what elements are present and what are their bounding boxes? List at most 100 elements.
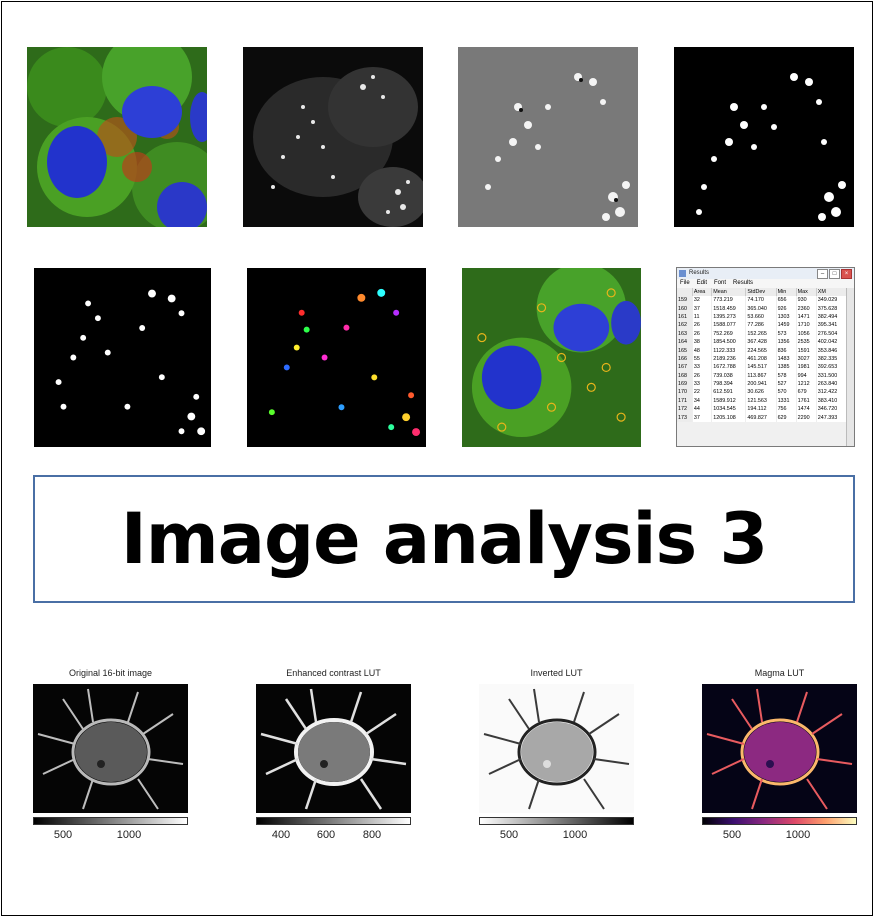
results-column-header[interactable]: Mean xyxy=(711,288,747,296)
results-scrollbar[interactable] xyxy=(846,288,854,446)
lut-panel-inverted: Inverted LUT 500 1000 xyxy=(479,668,634,848)
table-row[interactable]: 159 32 773.219 74.170 656 930 349.029 xyxy=(677,296,848,305)
table-cell: 2189.236 xyxy=(711,354,747,364)
table-row[interactable]: 165 48 1122.333 224.565 836 1591 353.846 xyxy=(677,346,848,355)
table-row[interactable]: 173 37 1205.108 469.827 629 2290 247.393 xyxy=(677,413,848,422)
table-cell: 679 xyxy=(796,388,817,397)
table-cell: 469.827 xyxy=(745,413,777,422)
table-cell: 152.265 xyxy=(745,329,777,338)
table-cell: 1212 xyxy=(796,379,817,389)
maximize-button[interactable]: □ xyxy=(829,269,840,279)
grayscale-mitochondria-image xyxy=(243,47,423,227)
close-button[interactable]: × xyxy=(841,269,852,279)
table-cell: 383.410 xyxy=(816,396,848,406)
table-row[interactable]: 160 37 1518.459 365.040 926 2360 375.628 xyxy=(677,304,848,313)
table-cell: 30.626 xyxy=(745,388,777,397)
table-row[interactable]: 161 11 1395.273 53.660 1303 1471 382.494 xyxy=(677,312,848,322)
table-cell: 392.653 xyxy=(816,363,848,372)
table-cell: 166 xyxy=(677,354,693,364)
labeled-particles-image xyxy=(247,268,426,447)
table-row[interactable]: 172 44 1034.545 194.112 756 1474 346.720 xyxy=(677,405,848,414)
filtered-spots-image xyxy=(458,47,638,227)
table-cell: 26 xyxy=(692,329,713,338)
table-cell: 346.720 xyxy=(816,405,848,414)
table-cell: 2290 xyxy=(796,413,817,422)
table-cell: 2360 xyxy=(796,304,817,313)
results-column-header[interactable]: XM xyxy=(816,288,848,296)
table-row[interactable]: 164 38 1854.500 367.428 1356 2535 402.042 xyxy=(677,337,848,347)
results-column-header[interactable]: Max xyxy=(796,288,817,296)
colorbar-tick: 500 xyxy=(722,829,742,841)
table-cell: 113.867 xyxy=(745,371,777,380)
table-cell: 331.500 xyxy=(816,371,848,380)
title-banner: Image analysis 3 xyxy=(33,475,855,603)
table-row[interactable]: 167 33 1672.788 145.517 1385 1981 392.653 xyxy=(677,363,848,372)
table-cell: 33 xyxy=(692,363,713,372)
table-cell: 836 xyxy=(776,346,797,355)
menu-edit[interactable]: Edit xyxy=(696,280,708,286)
fluorescence-cells-image xyxy=(27,47,207,227)
cell-image-inverted xyxy=(479,684,634,813)
colorbar xyxy=(33,817,188,825)
results-column-header[interactable]: Min xyxy=(776,288,797,296)
results-column-header[interactable] xyxy=(677,288,693,296)
table-cell: 739.038 xyxy=(711,371,747,380)
table-row[interactable]: 169 33 798.394 200.941 527 1212 263.840 xyxy=(677,379,848,389)
table-cell: 247.393 xyxy=(816,413,848,422)
cell-image-original xyxy=(33,684,188,813)
table-row[interactable]: 162 26 1588.077 77.286 1459 1710 395.341 xyxy=(677,321,848,330)
colorbar-tick: 400 xyxy=(271,829,291,841)
results-column-header[interactable]: Area xyxy=(692,288,713,296)
colorbar xyxy=(479,817,634,825)
table-cell: 159 xyxy=(677,296,693,305)
minimize-button[interactable]: – xyxy=(817,269,828,279)
table-cell: 1483 xyxy=(776,354,797,364)
table-cell: 33 xyxy=(692,379,713,389)
cell-image-enhanced xyxy=(256,684,411,813)
colorbar xyxy=(702,817,857,825)
table-cell: 1331 xyxy=(776,396,797,406)
table-cell: 1589.912 xyxy=(711,396,747,406)
menu-results[interactable]: Results xyxy=(733,280,754,286)
table-cell: 1459 xyxy=(776,321,797,330)
table-row[interactable]: 168 26 739.038 113.867 578 994 331.500 xyxy=(677,371,848,380)
table-cell: 165 xyxy=(677,346,693,355)
table-cell: 1205.108 xyxy=(711,413,747,422)
table-cell: 1591 xyxy=(796,346,817,355)
table-cell: 375.628 xyxy=(816,304,848,313)
table-row[interactable]: 171 34 1589.912 121.563 1331 1761 383.410 xyxy=(677,396,848,406)
table-cell: 121.563 xyxy=(745,396,777,406)
panel-label: Original 16-bit image xyxy=(68,668,153,678)
results-title-bar[interactable]: Results – □ × xyxy=(677,268,854,279)
table-cell: 353.846 xyxy=(816,346,848,355)
table-cell: 77.286 xyxy=(745,321,777,330)
lut-panel-magma: Magma LUT 500 1000 xyxy=(702,668,857,848)
table-cell: 11 xyxy=(692,312,713,322)
table-cell: 1981 xyxy=(796,363,817,372)
table-cell: 1710 xyxy=(796,321,817,330)
table-row[interactable]: 166 55 2189.236 461.208 1483 3027 382.335 xyxy=(677,354,848,364)
table-cell: 1303 xyxy=(776,312,797,322)
table-cell: 53.660 xyxy=(745,312,777,322)
results-column-header[interactable]: StdDev xyxy=(745,288,777,296)
table-cell: 1518.459 xyxy=(711,304,747,313)
table-cell: 1356 xyxy=(776,337,797,347)
table-cell: 1034.545 xyxy=(711,405,747,414)
table-cell: 74.170 xyxy=(745,296,777,305)
results-window: Results – □ × File Edit Font Results Are… xyxy=(676,267,855,447)
colorbar-tick: 600 xyxy=(316,829,336,841)
table-cell: 756 xyxy=(776,405,797,414)
table-cell: 161 xyxy=(677,312,693,322)
table-cell: 26 xyxy=(692,321,713,330)
table-cell: 1122.333 xyxy=(711,346,747,355)
menu-file[interactable]: File xyxy=(680,280,690,286)
table-cell: 1672.788 xyxy=(711,363,747,372)
table-cell: 367.428 xyxy=(745,337,777,347)
lut-panel-enhanced: Enhanced contrast LUT 400 600 800 xyxy=(256,668,411,848)
table-cell: 656 xyxy=(776,296,797,305)
menu-font[interactable]: Font xyxy=(714,280,727,286)
table-row[interactable]: 170 22 612.591 30.626 570 679 312.422 xyxy=(677,388,848,397)
table-cell: 170 xyxy=(677,388,693,397)
table-row[interactable]: 163 26 752.269 152.265 573 1056 276.504 xyxy=(677,329,848,338)
